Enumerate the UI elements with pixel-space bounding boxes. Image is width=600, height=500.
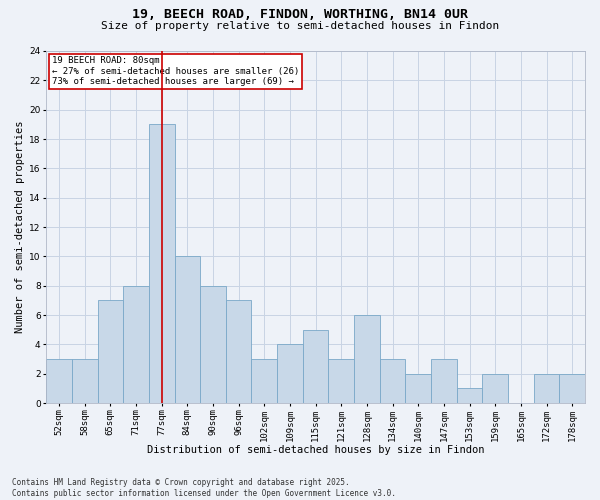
Bar — [303, 330, 328, 403]
Text: 19, BEECH ROAD, FINDON, WORTHING, BN14 0UR: 19, BEECH ROAD, FINDON, WORTHING, BN14 0… — [132, 8, 468, 20]
Bar — [123, 286, 149, 403]
Bar — [72, 359, 98, 403]
Bar — [200, 286, 226, 403]
Y-axis label: Number of semi-detached properties: Number of semi-detached properties — [15, 121, 25, 334]
Bar — [277, 344, 303, 403]
Bar — [533, 374, 559, 403]
X-axis label: Distribution of semi-detached houses by size in Findon: Distribution of semi-detached houses by … — [147, 445, 484, 455]
Bar — [98, 300, 123, 403]
Bar — [482, 374, 508, 403]
Bar — [406, 374, 431, 403]
Bar — [559, 374, 585, 403]
Bar — [226, 300, 251, 403]
Text: Contains HM Land Registry data © Crown copyright and database right 2025.
Contai: Contains HM Land Registry data © Crown c… — [12, 478, 396, 498]
Bar — [431, 359, 457, 403]
Bar — [457, 388, 482, 403]
Text: Size of property relative to semi-detached houses in Findon: Size of property relative to semi-detach… — [101, 21, 499, 31]
Bar — [46, 359, 72, 403]
Bar — [380, 359, 406, 403]
Text: 19 BEECH ROAD: 80sqm
← 27% of semi-detached houses are smaller (26)
73% of semi-: 19 BEECH ROAD: 80sqm ← 27% of semi-detac… — [52, 56, 299, 86]
Bar — [328, 359, 354, 403]
Bar — [354, 315, 380, 403]
Bar — [251, 359, 277, 403]
Bar — [149, 124, 175, 403]
Bar — [175, 256, 200, 403]
